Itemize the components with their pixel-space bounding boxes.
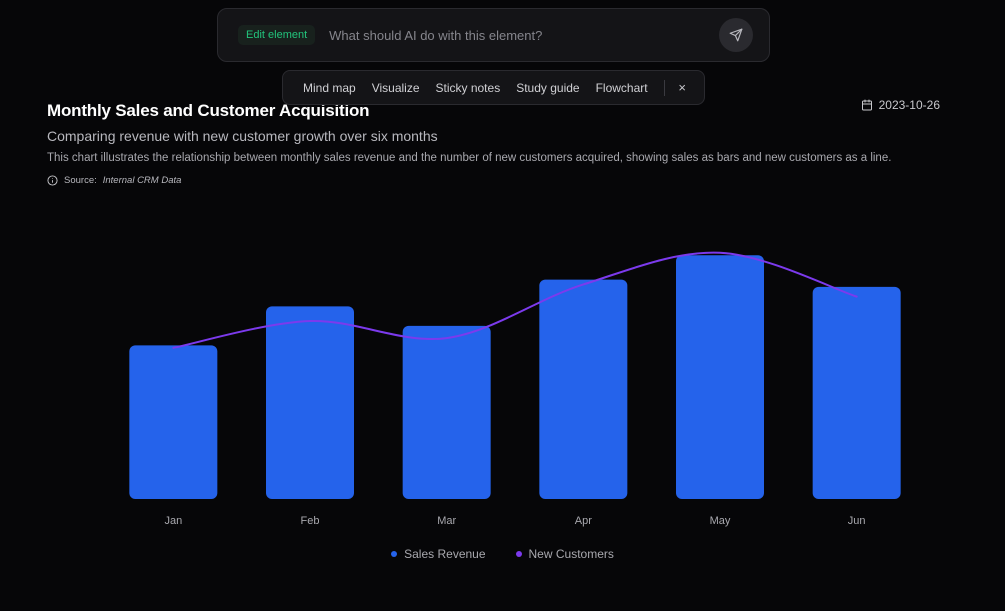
action-mind-map[interactable]: Mind map: [303, 80, 356, 95]
toolbar-divider: [663, 79, 665, 96]
date-badge: 2023-10-26: [861, 98, 940, 112]
calendar-icon: [861, 99, 872, 111]
close-button[interactable]: ×: [672, 77, 692, 99]
x-axis-ticks: Jan Feb Mar Apr May Jun: [164, 515, 865, 527]
action-study-guide[interactable]: Study guide: [516, 80, 580, 95]
line-series-new-customers: [172, 251, 858, 349]
chart-title: Monthly Sales and Customer Acquisition: [47, 101, 370, 120]
chart-description: This chart illustrates the relationship …: [47, 152, 892, 164]
legend-dot-new-customers: [515, 551, 522, 557]
bar-series-sales-revenue: [129, 255, 901, 499]
action-flowchart[interactable]: Flowchart: [595, 80, 648, 95]
x-tick-feb: Feb: [301, 515, 320, 527]
bar-jan[interactable]: [129, 345, 218, 499]
action-visualize[interactable]: Visualize: [371, 80, 420, 95]
legend-dot-sales-revenue: [391, 551, 398, 557]
edit-element-chip[interactable]: Edit element: [238, 25, 316, 45]
x-tick-jun: Jun: [848, 515, 866, 527]
send-icon: [729, 28, 743, 42]
source-line: Source: Internal CRM Data: [47, 175, 181, 186]
source-value: Internal CRM Data: [102, 175, 182, 186]
close-icon: ×: [678, 80, 686, 95]
legend-item-sales-revenue[interactable]: Sales Revenue: [391, 547, 486, 561]
bar-apr[interactable]: [539, 279, 628, 499]
x-tick-jan: Jan: [164, 515, 182, 527]
action-toolbar: Mind map Visualize Sticky notes Study gu…: [282, 70, 705, 105]
bar-may[interactable]: [676, 255, 764, 499]
bar-mar[interactable]: [402, 325, 491, 499]
ai-prompt-input[interactable]: [327, 19, 719, 51]
ai-prompt-bar: Edit element: [217, 8, 770, 62]
legend-label-new-customers: New Customers: [528, 547, 614, 561]
info-icon: [47, 175, 58, 186]
x-tick-mar: Mar: [437, 515, 456, 527]
action-sticky-notes[interactable]: Sticky notes: [435, 80, 501, 95]
send-button[interactable]: [719, 18, 753, 52]
chart-subtitle: Comparing revenue with new customer grow…: [47, 128, 438, 144]
legend-item-new-customers[interactable]: New Customers: [515, 547, 614, 561]
x-tick-may: May: [710, 515, 731, 527]
legend-label-sales-revenue: Sales Revenue: [404, 547, 486, 561]
source-label: Source:: [64, 175, 97, 186]
date-text: 2023-10-26: [878, 98, 940, 112]
chart-legend: Sales Revenue New Customers: [0, 547, 1005, 561]
bar-jun[interactable]: [812, 286, 901, 499]
x-tick-apr: Apr: [575, 515, 592, 527]
bar-feb[interactable]: [266, 306, 354, 499]
